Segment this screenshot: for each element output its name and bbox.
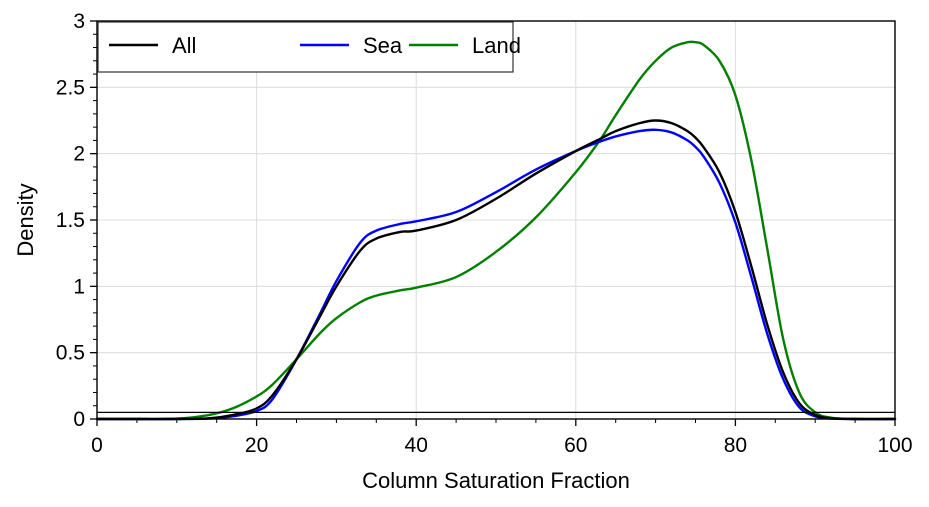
series-line-sea	[95, 128, 897, 421]
y-tick-label: 3	[73, 10, 85, 33]
legend-label-all: All	[172, 33, 196, 58]
x-tick-label: 0	[91, 434, 103, 457]
x-axis-label: Column Saturation Fraction	[362, 468, 630, 493]
y-tick-label: 1	[73, 275, 85, 298]
legend: All Sea Land	[97, 21, 521, 73]
y-axis-label: Density	[13, 183, 38, 256]
legend-label-land: Land	[472, 33, 521, 58]
x-tick-label: 20	[245, 434, 268, 457]
x-tick-label: 100	[877, 434, 912, 457]
x-tick-label: 40	[405, 434, 428, 457]
x-tick-labels: 0 20 40 60 80 100	[91, 434, 912, 457]
legend-label-sea: Sea	[363, 33, 403, 58]
series-lines	[95, 40, 897, 421]
y-tick-label: 2	[73, 143, 85, 166]
y-tick-labels: 0 0.5 1 1.5 2 2.5 3	[56, 10, 85, 431]
series-line-all	[95, 119, 897, 421]
x-tick-label: 80	[724, 434, 747, 457]
legend-box	[97, 21, 514, 73]
y-tick-label: 2.5	[56, 76, 85, 99]
x-tick-label: 60	[564, 434, 587, 457]
grid	[97, 21, 895, 419]
series-line-land	[95, 40, 897, 421]
y-tick-label: 0.5	[56, 342, 85, 365]
y-tick-label: 0	[73, 408, 85, 431]
axis-ticks	[90, 20, 896, 426]
y-tick-label: 1.5	[56, 209, 85, 232]
